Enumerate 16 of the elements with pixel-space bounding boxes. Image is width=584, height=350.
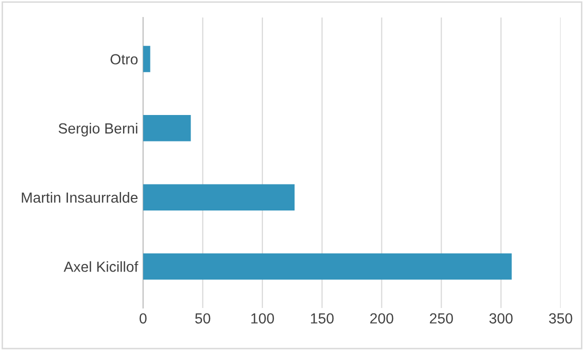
y-tick-label: Martin Insaurralde [22,192,138,203]
y-tick-label: Sergio Berni [58,122,138,136]
x-tick-label: 50 [195,313,210,324]
bar [143,184,295,210]
x-tick-label: 250 [430,313,453,324]
x-tick-label: 100 [251,313,274,324]
x-tick-label: 0 [140,313,147,324]
y-tick-label: Axel Kicillof [64,261,138,272]
bar [143,115,191,142]
bar [143,253,512,280]
x-tick-label: 150 [310,313,334,324]
x-tick-label: 200 [370,313,394,324]
y-tick-label: Otro [110,54,138,64]
bar [143,46,150,72]
x-tick-label: 350 [549,313,572,324]
x-tick-label: 300 [489,313,513,324]
